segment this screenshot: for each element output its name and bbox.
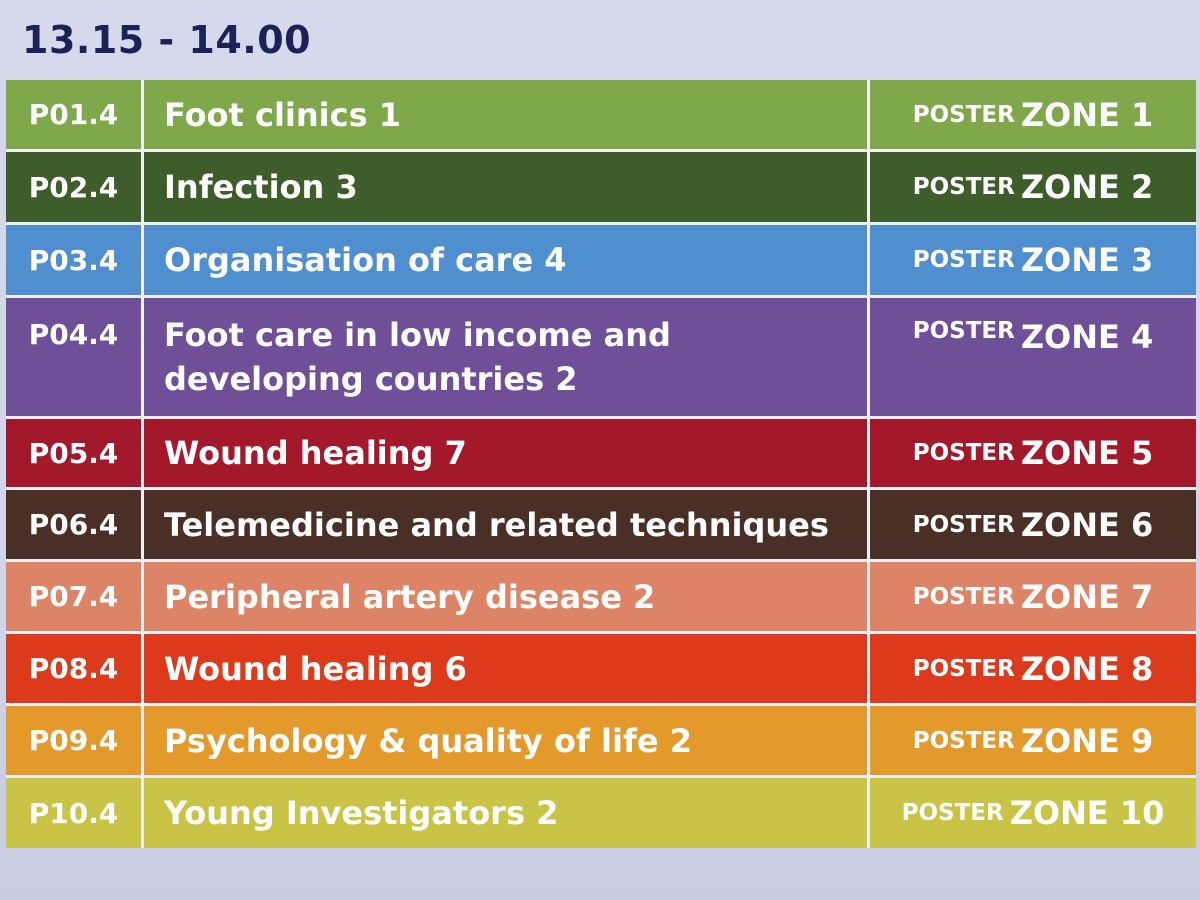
poster-label: POSTER <box>912 174 1015 200</box>
poster-zone: POSTER ZONE 1 <box>870 80 1196 149</box>
session-row: P01.4 Foot clinics 1 POSTER ZONE 1 <box>6 80 1196 152</box>
session-row: P04.4 Foot care in low income and develo… <box>6 298 1196 419</box>
session-code: P03.4 <box>6 225 144 295</box>
zone-label: ZONE 7 <box>1020 577 1154 616</box>
session-code: P05.4 <box>6 419 144 487</box>
poster-label: POSTER <box>912 583 1015 610</box>
zone-label: ZONE 8 <box>1020 649 1154 688</box>
session-code: P02.4 <box>6 152 144 222</box>
session-row: P02.4 Infection 3 POSTER ZONE 2 <box>6 152 1196 225</box>
poster-label: POSTER <box>912 727 1015 754</box>
zone-label: ZONE 9 <box>1020 721 1154 760</box>
zone-label: ZONE 6 <box>1020 505 1154 544</box>
session-code: P09.4 <box>6 706 144 775</box>
session-code: P10.4 <box>6 778 144 848</box>
zone-label: ZONE 10 <box>1009 794 1165 832</box>
session-row: P08.4 Wound healing 6 POSTER ZONE 8 <box>6 634 1196 706</box>
poster-session-table: P01.4 Foot clinics 1 POSTER ZONE 1 P02.4… <box>6 80 1196 848</box>
poster-zone: POSTER ZONE 7 <box>870 562 1196 631</box>
poster-label: POSTER <box>912 440 1015 466</box>
session-title: Foot clinics 1 <box>144 80 870 149</box>
poster-zone: POSTER ZONE 10 <box>870 778 1196 848</box>
session-title: Wound healing 7 <box>144 419 870 487</box>
session-title: Peripheral artery disease 2 <box>144 562 870 631</box>
poster-label: POSTER <box>912 318 1015 344</box>
session-title: Foot care in low income and developing c… <box>144 298 870 416</box>
poster-zone: POSTER ZONE 4 <box>870 298 1196 416</box>
session-code: P06.4 <box>6 490 144 559</box>
session-code: P04.4 <box>6 298 144 416</box>
poster-zone: POSTER ZONE 8 <box>870 634 1196 703</box>
zone-label: ZONE 3 <box>1020 241 1154 279</box>
session-row: P09.4 Psychology & quality of life 2 POS… <box>6 706 1196 778</box>
zone-label: ZONE 5 <box>1020 434 1154 472</box>
session-code: P08.4 <box>6 634 144 703</box>
poster-label: POSTER <box>901 800 1004 826</box>
poster-zone: POSTER ZONE 3 <box>870 225 1196 295</box>
session-row: P03.4 Organisation of care 4 POSTER ZONE… <box>6 225 1196 298</box>
session-row: P07.4 Peripheral artery disease 2 POSTER… <box>6 562 1196 634</box>
session-title: Psychology & quality of life 2 <box>144 706 870 775</box>
time-slot-heading: 13.15 - 14.00 <box>22 18 312 62</box>
session-row: P05.4 Wound healing 7 POSTER ZONE 5 <box>6 419 1196 490</box>
session-row: P10.4 Young Investigators 2 POSTER ZONE … <box>6 778 1196 848</box>
session-title: Telemedicine and related techniques <box>144 490 870 559</box>
session-title: Wound healing 6 <box>144 634 870 703</box>
zone-label: ZONE 1 <box>1020 95 1154 134</box>
zone-label: ZONE 4 <box>1020 318 1154 356</box>
poster-zone: POSTER ZONE 5 <box>870 419 1196 487</box>
poster-zone: POSTER ZONE 2 <box>870 152 1196 222</box>
session-title: Young Investigators 2 <box>144 778 870 848</box>
poster-zone: POSTER ZONE 6 <box>870 490 1196 559</box>
session-code: P07.4 <box>6 562 144 631</box>
poster-label: POSTER <box>912 247 1015 273</box>
session-code: P01.4 <box>6 80 144 149</box>
session-title: Infection 3 <box>144 152 870 222</box>
session-title: Organisation of care 4 <box>144 225 870 295</box>
poster-label: POSTER <box>912 511 1015 538</box>
zone-label: ZONE 2 <box>1020 168 1154 206</box>
session-row: P06.4 Telemedicine and related technique… <box>6 490 1196 562</box>
poster-zone: POSTER ZONE 9 <box>870 706 1196 775</box>
poster-label: POSTER <box>912 101 1015 128</box>
poster-label: POSTER <box>912 655 1015 682</box>
